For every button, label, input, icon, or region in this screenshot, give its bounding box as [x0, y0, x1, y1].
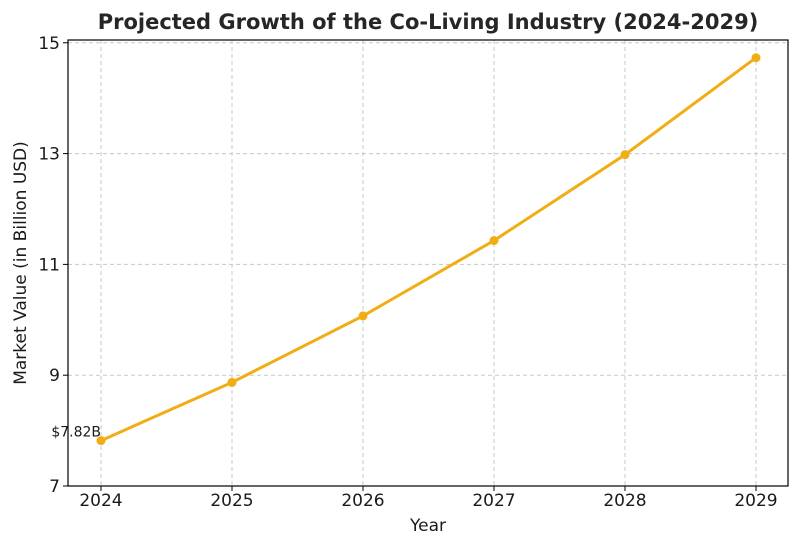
x-tick-label: 2029 — [734, 491, 777, 511]
chart-title: Projected Growth of the Co-Living Indust… — [98, 10, 759, 34]
x-tick-label: 2024 — [79, 491, 122, 511]
data-point — [227, 377, 237, 387]
x-tick-label: 2025 — [210, 491, 253, 511]
y-tick-label: 15 — [38, 34, 60, 54]
y-tick-label: 9 — [49, 366, 60, 386]
plot-frame — [67, 39, 789, 487]
data-label: $7.82B — [51, 425, 101, 441]
x-tick-label: 2027 — [472, 491, 515, 511]
series — [96, 53, 761, 446]
data-point — [96, 436, 106, 446]
data-point — [751, 53, 761, 63]
data-point — [620, 150, 630, 160]
series-line — [99, 56, 758, 443]
x-axis-label: Year — [409, 516, 446, 536]
data-point — [358, 311, 368, 321]
grid — [68, 40, 788, 487]
x-tick-label: 2028 — [603, 491, 646, 511]
axes — [63, 39, 789, 491]
data-point — [489, 236, 499, 246]
y-tick-label: 7 — [49, 477, 60, 497]
y-tick-label: 13 — [38, 145, 60, 165]
tick-labels: 2024 2025 2026 2027 2028 2029 7 9 11 13 15 $7.82B — [38, 34, 777, 511]
y-tick-label: 11 — [38, 255, 60, 275]
x-tick-label: 2026 — [341, 491, 384, 511]
y-axis-label: Market Value (in Billion USD) — [11, 141, 31, 385]
